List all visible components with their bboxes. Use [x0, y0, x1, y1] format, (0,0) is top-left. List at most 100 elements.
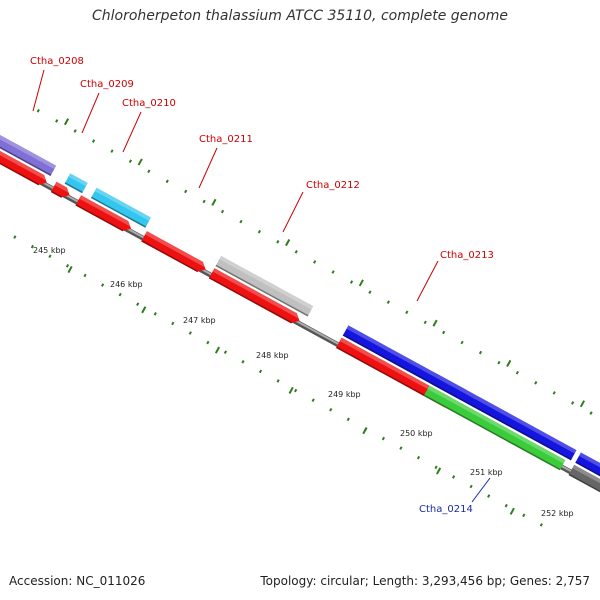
outer-minor-tick: [460, 340, 464, 345]
red-cds-6-shine: [339, 337, 454, 404]
red-cds-5-body: [209, 268, 300, 323]
inner-minor-tick: [399, 446, 403, 450]
gene-box-darkgrey-shadow: [568, 473, 600, 500]
gene-box-0212-shadow: [215, 264, 309, 317]
red-cds-4-body: [141, 231, 206, 272]
outer-major-tick: [63, 118, 70, 126]
gene-leader-line: [122, 111, 142, 153]
inner-minor-tick: [30, 244, 34, 249]
inner-major-tick: [436, 467, 442, 475]
outer-minor-tick: [497, 360, 501, 365]
inner-minor-tick: [539, 523, 543, 527]
gene-box-0214-outer-shadow: [430, 382, 572, 461]
outer-minor-tick: [368, 290, 372, 294]
inner-minor-tick: [223, 350, 228, 354]
kbp-tick-label: 245 kbp: [33, 246, 66, 255]
outer-minor-tick: [202, 199, 206, 204]
kbp-tick-label: 252 kbp: [541, 509, 574, 518]
red-cds-1-body: [0, 143, 47, 185]
inner-minor-tick: [65, 264, 70, 268]
red-cds-3: [75, 195, 132, 232]
red-cds-2-shine: [54, 181, 71, 194]
gene-box-edge-shine: [579, 452, 600, 480]
outer-major-tick: [579, 400, 586, 408]
outer-major-tick: [211, 198, 217, 206]
gene-box-darkgrey-body: [568, 464, 600, 499]
red-cds-1-shadow: [0, 152, 40, 186]
gene-box-0210-body: [91, 187, 151, 228]
gene-leader-line: [32, 69, 45, 112]
gene-box-0214-outer: [430, 373, 577, 461]
accession-text: Accession: NC_011026: [9, 574, 146, 588]
gene-box-0209-shadow: [64, 182, 83, 194]
inner-minor-tick: [311, 398, 315, 402]
red-cds-5-shine: [212, 268, 301, 320]
outer-minor-tick: [257, 229, 261, 234]
label-layer: 245 kbp 246 kbp 247 kbp 248 kbp 249 kbp 250 k…: [30, 56, 574, 518]
gene-box-edge: [575, 452, 600, 487]
outer-minor-tick: [294, 250, 298, 254]
inner-minor-tick: [101, 283, 105, 287]
inner-minor-tick: [48, 254, 52, 259]
inner-major-tick: [362, 427, 368, 435]
gene-label-ctha-0214: Ctha_0214: [419, 504, 473, 515]
inner-minor-tick: [434, 465, 438, 470]
outer-minor-tick: [534, 381, 538, 385]
genome-title: Chloroherpeton thalassium ATCC 35110, co…: [92, 8, 508, 24]
outer-minor-tick: [478, 350, 483, 355]
outer-minor-tick: [589, 411, 593, 415]
inner-major-tick: [288, 386, 294, 394]
red-cds-6-body: [336, 337, 454, 407]
inner-minor-tick: [171, 321, 175, 326]
red-cds-5-shadow: [208, 277, 292, 324]
gene-box-0214-outer-body: [430, 373, 577, 460]
kbp-tick-label: 246 kbp: [110, 280, 143, 289]
red-cds-3-shadow: [75, 204, 124, 232]
outer-minor-tick: [220, 209, 225, 214]
gene-leader-line: [416, 260, 439, 302]
inner-minor-tick: [416, 455, 421, 460]
gene-label-ctha-0210: Ctha_0210: [122, 98, 176, 109]
outer-minor-tick: [184, 189, 188, 194]
inner-minor-tick: [329, 407, 333, 412]
inner-minor-tick: [469, 484, 473, 489]
outer-minor-tick: [331, 270, 335, 274]
outer-minor-tick: [276, 239, 280, 244]
gene-box-0208-shine: [0, 131, 57, 170]
gene-box-0208: [0, 131, 57, 176]
outer-major-tick: [285, 239, 291, 247]
outer-major-tick: [358, 279, 364, 287]
gene-leader-line: [198, 147, 218, 189]
inner-major-tick: [141, 306, 147, 314]
outer-minor-tick: [405, 310, 409, 315]
red-cds-4-shadow: [141, 240, 199, 273]
outer-minor-tick: [571, 401, 575, 405]
gene-box-0212-shine: [219, 255, 314, 310]
outer-minor-tick: [515, 370, 519, 375]
red-cds-3-shine: [79, 195, 132, 228]
gene-box-darkgrey-shine: [572, 464, 600, 493]
red-cds-4: [141, 231, 207, 273]
inner-minor-tick: [487, 494, 491, 498]
gene-box-0209-body: [64, 173, 88, 193]
gene-box-0208-body: [0, 131, 57, 176]
outer-minor-tick: [552, 391, 556, 395]
kbp-tick-label: 248 kbp: [256, 351, 289, 360]
topology-text: Topology: circular; Length: 3,293,456 bp…: [260, 574, 590, 588]
gene-box-0214-outer-shine: [434, 373, 577, 454]
outer-minor-tick: [239, 219, 243, 224]
outer-major-tick: [432, 319, 438, 327]
gene-box-edge-body: [575, 452, 600, 487]
gene-label-ctha-0209: Ctha_0209: [80, 79, 134, 90]
inner-minor-tick: [241, 359, 245, 364]
gene-box-edge-shadow: [575, 461, 600, 487]
kbp-tick-label: 250 kbp: [400, 429, 433, 438]
red-cds-5: [208, 268, 301, 324]
outer-minor-tick: [165, 179, 169, 184]
inner-minor-tick: [381, 436, 385, 441]
outer-minor-tick: [147, 169, 151, 174]
outer-minor-tick: [128, 159, 133, 163]
outer-major-tick: [506, 359, 512, 368]
inner-minor-tick: [504, 503, 508, 508]
